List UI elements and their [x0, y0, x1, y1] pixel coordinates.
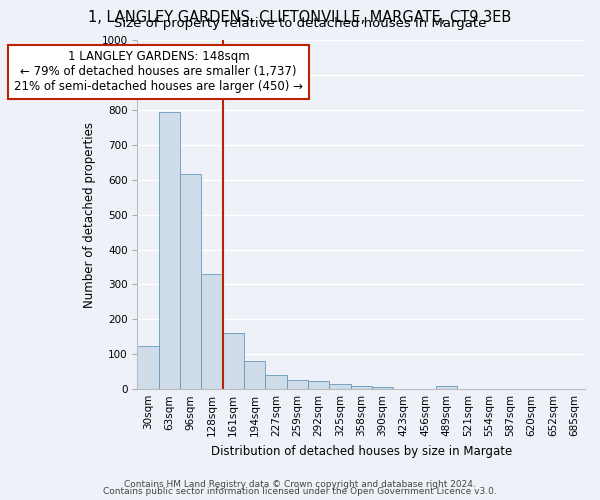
Bar [265, 375, 287, 389]
Text: Contains public sector information licensed under the Open Government Licence v3: Contains public sector information licen… [103, 487, 497, 496]
Bar [202, 274, 223, 389]
Text: 1 LANGLEY GARDENS: 148sqm
← 79% of detached houses are smaller (1,737)
21% of se: 1 LANGLEY GARDENS: 148sqm ← 79% of detac… [14, 50, 303, 94]
Y-axis label: Number of detached properties: Number of detached properties [83, 122, 96, 308]
Bar [436, 386, 457, 389]
Bar [158, 112, 180, 389]
Bar [350, 386, 372, 389]
X-axis label: Distribution of detached houses by size in Margate: Distribution of detached houses by size … [211, 444, 512, 458]
Text: Size of property relative to detached houses in Margate: Size of property relative to detached ho… [114, 18, 486, 30]
Bar [180, 174, 202, 389]
Text: 1, LANGLEY GARDENS, CLIFTONVILLE, MARGATE, CT9 3EB: 1, LANGLEY GARDENS, CLIFTONVILLE, MARGAT… [88, 10, 512, 25]
Bar [329, 384, 350, 389]
Bar [244, 361, 265, 389]
Bar [287, 380, 308, 389]
Bar [372, 386, 393, 389]
Bar [137, 346, 158, 389]
Text: Contains HM Land Registry data © Crown copyright and database right 2024.: Contains HM Land Registry data © Crown c… [124, 480, 476, 489]
Bar [308, 382, 329, 389]
Bar [223, 334, 244, 389]
